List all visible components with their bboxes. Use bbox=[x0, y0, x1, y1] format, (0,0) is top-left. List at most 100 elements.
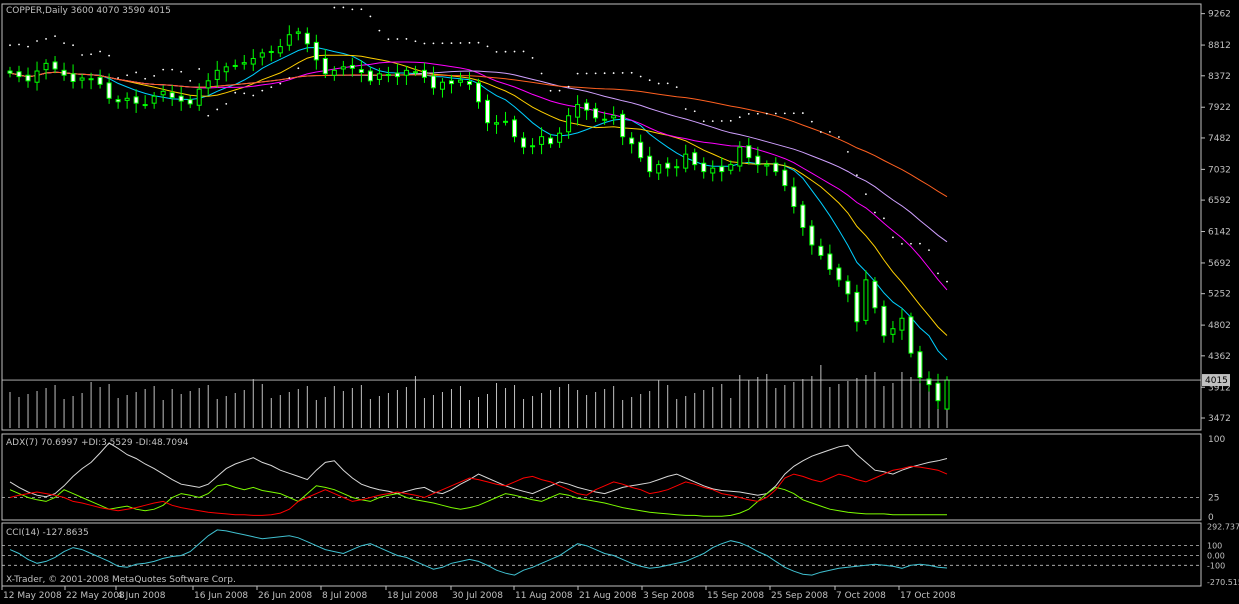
date-label: 3 Sep 2008 bbox=[643, 591, 695, 601]
candle-body bbox=[872, 280, 878, 309]
candle-body bbox=[611, 115, 617, 119]
sar-dot bbox=[333, 6, 336, 9]
candle-body bbox=[620, 113, 626, 138]
candle-body bbox=[43, 62, 49, 71]
cci-indicator-panel bbox=[2, 529, 1201, 576]
candle-body bbox=[133, 96, 139, 104]
price-tick-label: 6592 bbox=[1208, 196, 1231, 206]
sar-dot bbox=[837, 136, 840, 138]
adx-tick-label: 100 bbox=[1208, 435, 1225, 445]
sar-dot bbox=[946, 280, 948, 283]
sar-dot bbox=[297, 67, 300, 70]
candle-body bbox=[656, 164, 662, 174]
sar-dot bbox=[828, 130, 831, 133]
sar-dot bbox=[387, 38, 390, 41]
price-tick-label: 3912 bbox=[1208, 383, 1231, 393]
candle-body bbox=[142, 104, 148, 107]
date-label: 8 Jul 2008 bbox=[322, 591, 367, 601]
candle-body bbox=[385, 74, 391, 77]
candle-body bbox=[412, 71, 418, 74]
adx-frame bbox=[1, 433, 1202, 521]
candle-body bbox=[124, 97, 130, 101]
sar-dot bbox=[180, 70, 183, 73]
price-tick-label: 8372 bbox=[1208, 72, 1231, 82]
candle-body bbox=[268, 50, 274, 53]
candle-body bbox=[394, 72, 400, 78]
sar-dot bbox=[901, 242, 903, 245]
candle-body bbox=[151, 95, 157, 104]
candle-body bbox=[566, 115, 572, 133]
candle-body bbox=[584, 102, 590, 111]
sar-dot bbox=[567, 85, 570, 88]
sar-dot bbox=[576, 72, 579, 75]
price-tick-label: 6142 bbox=[1208, 228, 1231, 238]
sar-dot bbox=[423, 42, 426, 45]
price-tick-label: 9262 bbox=[1208, 10, 1231, 20]
sar-dot bbox=[216, 108, 219, 111]
candle-body bbox=[448, 80, 454, 85]
sar-dot bbox=[711, 120, 714, 123]
adx-label: ADX(7) 70.6997 +DI:3.5529 -DI:48.7094 bbox=[6, 438, 189, 448]
sar-dot bbox=[504, 50, 507, 53]
sar-dot bbox=[45, 38, 47, 40]
cci-label: CCI(14) -127.8635 bbox=[6, 528, 89, 538]
price-tick-label: 5692 bbox=[1208, 259, 1231, 269]
sar-dot bbox=[765, 112, 768, 115]
candle-body bbox=[223, 66, 229, 73]
copyright-text: X-Trader, © 2001-2008 MetaQuotes Softwar… bbox=[6, 575, 236, 585]
sar-dot bbox=[603, 72, 606, 75]
sar-dot bbox=[513, 50, 516, 53]
sar-dot bbox=[910, 242, 912, 245]
candle-body bbox=[782, 169, 788, 187]
candle-body bbox=[827, 253, 833, 270]
candle-body bbox=[575, 104, 581, 118]
candle-body bbox=[196, 88, 202, 106]
candle-body bbox=[548, 137, 554, 145]
sar-dot bbox=[783, 112, 786, 115]
symbol-header: COPPER,Daily 3600 4070 3590 4015 bbox=[6, 6, 171, 16]
candle-body bbox=[160, 90, 166, 96]
sar-dot bbox=[792, 112, 795, 115]
sar-dot bbox=[360, 8, 363, 11]
candle-body bbox=[521, 137, 527, 148]
price-tick-label: 4362 bbox=[1208, 352, 1231, 362]
candle-body bbox=[773, 162, 779, 173]
candle-body bbox=[34, 70, 40, 83]
sar-dot bbox=[189, 79, 192, 82]
sar-dot bbox=[36, 40, 38, 42]
date-label: 21 Aug 2008 bbox=[579, 591, 637, 601]
candle-body bbox=[737, 146, 743, 167]
candle-body bbox=[530, 145, 536, 148]
sar-dot bbox=[162, 68, 165, 71]
candle-body bbox=[701, 162, 707, 173]
date-label: 22 May 2008 bbox=[66, 591, 125, 601]
candle-body bbox=[358, 69, 364, 73]
candle-body bbox=[331, 69, 337, 76]
candle-body bbox=[890, 328, 896, 335]
date-label: 15 Sep 2008 bbox=[707, 591, 764, 601]
candle-body bbox=[809, 225, 815, 246]
sar-dot bbox=[594, 72, 597, 75]
adx-tick-label: 0 bbox=[1208, 513, 1214, 523]
sar-dot bbox=[27, 45, 29, 48]
sar-dot bbox=[108, 54, 111, 57]
candle-body bbox=[494, 122, 500, 125]
sar-dot bbox=[207, 114, 210, 117]
candle-body bbox=[683, 153, 689, 169]
candle-body bbox=[818, 245, 824, 256]
sar-dot bbox=[198, 68, 201, 70]
candle-body bbox=[169, 92, 175, 99]
sar-dot bbox=[450, 42, 453, 45]
candle-body bbox=[214, 69, 220, 80]
sar-dot bbox=[693, 110, 696, 113]
date-label: 18 Jul 2008 bbox=[387, 591, 438, 601]
sar-dot bbox=[135, 71, 138, 74]
candle-body bbox=[403, 69, 409, 76]
candle-body bbox=[97, 76, 103, 85]
sar-dot bbox=[405, 38, 408, 40]
candle-body bbox=[476, 82, 481, 103]
sar-dot bbox=[666, 82, 669, 85]
sar-dot bbox=[261, 89, 264, 92]
sar-dot bbox=[865, 193, 867, 196]
